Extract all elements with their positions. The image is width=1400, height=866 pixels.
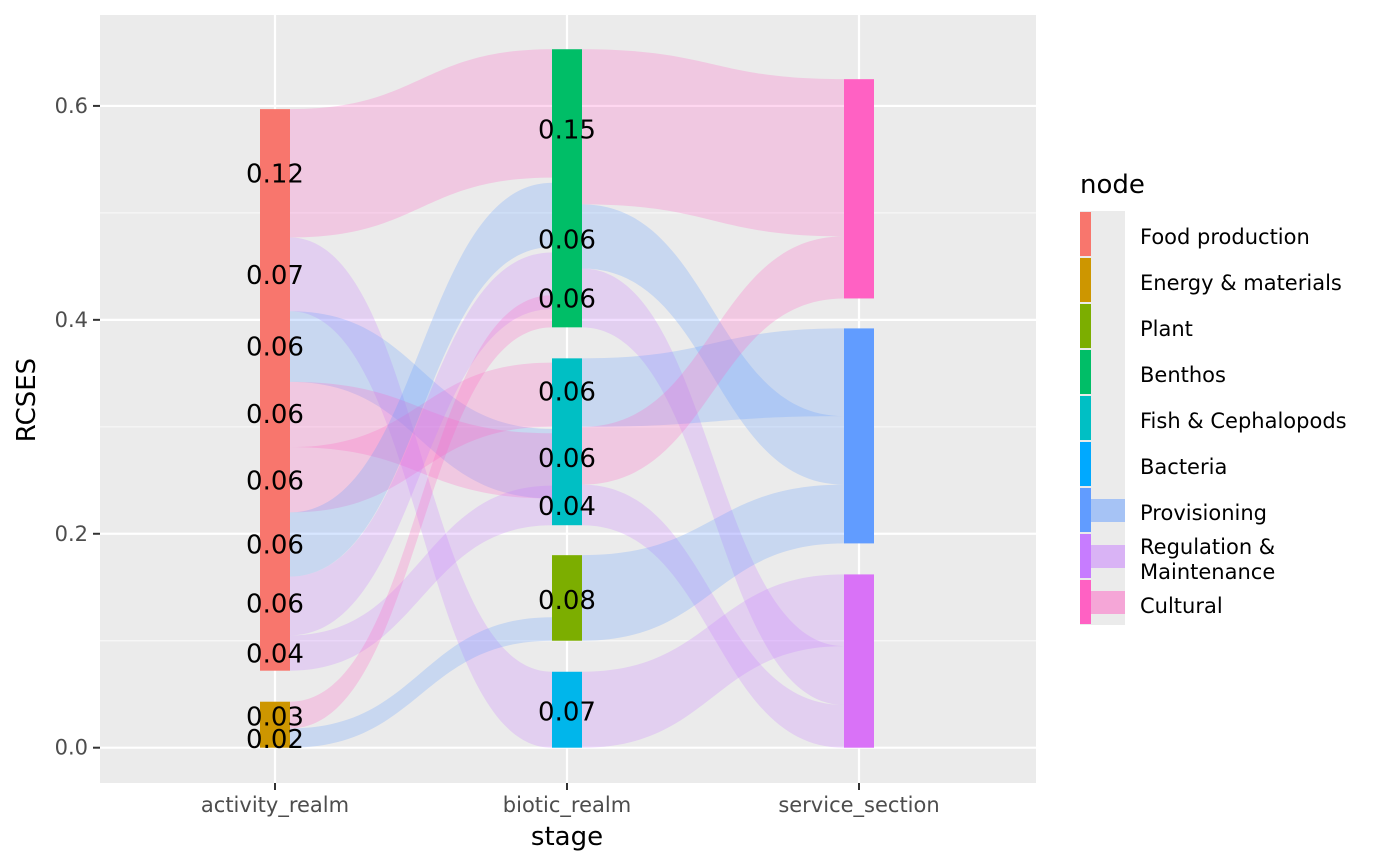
legend-label: Energy & materials — [1140, 271, 1342, 295]
legend-swatch — [1080, 350, 1091, 394]
value-labels: 0.12 0.07 0.06 0.06 0.06 0.06 0.06 0.04 0.030.02… — [246, 115, 596, 755]
legend-item-plant: Plant — [1080, 304, 1193, 348]
flow-provisioning — [582, 204, 844, 485]
legend-item-bacteria: Bacteria — [1080, 442, 1227, 486]
legend-item-energy-materials: Energy & materials — [1080, 258, 1342, 302]
legend: Food production Energy & materials Plant Be… — [1080, 211, 1347, 625]
legend-item-food-production: Food production — [1080, 212, 1310, 256]
legend-label: Cultural — [1140, 594, 1223, 618]
legend-label: Fish & Cephalopods — [1140, 409, 1347, 433]
flow-cultural — [290, 295, 552, 729]
flow-provisioning — [290, 182, 552, 577]
flow-cultural — [290, 362, 552, 513]
legend-swatch — [1080, 488, 1091, 532]
value-label: 0.06 — [246, 466, 304, 496]
legend-item-cultural: Cultural — [1080, 580, 1223, 624]
legend-label: Provisioning — [1140, 501, 1267, 525]
value-label: 0.04 — [538, 492, 596, 522]
legend-title: node — [1080, 170, 1145, 200]
value-label: 0.07 — [538, 697, 596, 727]
node-provisioning — [844, 328, 874, 544]
flow-regulation-maintenance — [582, 484, 844, 748]
node-regulation-maintenance — [844, 574, 874, 748]
flow-provisioning — [582, 328, 844, 427]
node-benthos — [552, 49, 582, 328]
node-energy-materials — [260, 701, 290, 748]
flow-regulation-maintenance — [582, 268, 844, 705]
flow-cultural — [290, 49, 552, 238]
y-tick-label: 0.6 — [55, 94, 88, 118]
legend-swatch — [1080, 396, 1091, 440]
legend-label: Plant — [1140, 317, 1193, 341]
value-label: 0.08 — [538, 586, 596, 616]
flows — [290, 49, 844, 748]
y-tick-label: 0.2 — [55, 522, 88, 546]
value-label: 0.06 — [538, 284, 596, 314]
legend-swatch — [1080, 258, 1091, 302]
legend-label: Benthos — [1140, 363, 1226, 387]
legend-item-fish-cephalopods: Fish & Cephalopods — [1080, 396, 1347, 440]
flow-regulation-maintenance — [290, 252, 552, 636]
axes: 0.0 0.2 0.4 0.6 activity_realm biotic_realm se… — [55, 94, 940, 818]
node-food-production — [260, 109, 290, 671]
y-tick-label: 0.0 — [55, 736, 88, 760]
legend-swatch — [1080, 580, 1091, 624]
flow-regulation-maintenance — [582, 574, 844, 748]
legend-swatch — [1080, 534, 1091, 578]
legend-item-benthos: Benthos — [1080, 350, 1226, 394]
legend-flow-swatch — [1091, 545, 1125, 568]
node-bacteria — [552, 671, 582, 748]
value-label: 0.06 — [246, 400, 304, 430]
value-label: 0.04 — [246, 640, 304, 670]
flow-cultural — [582, 236, 844, 485]
x-tick-label: service_section — [778, 793, 939, 818]
x-tick-label: activity_realm — [201, 793, 349, 818]
legend-swatch — [1080, 304, 1091, 348]
value-label: 0.06 — [246, 530, 304, 560]
legend-swatch — [1080, 212, 1091, 256]
value-label: 0.15 — [538, 115, 596, 145]
x-axis-title: stage — [531, 822, 603, 852]
legend-label: Bacteria — [1140, 455, 1227, 479]
flow-cultural — [290, 381, 552, 499]
value-label: 0.06 — [246, 589, 304, 619]
x-tick-label: biotic_realm — [503, 793, 631, 818]
y-axis-title: RCSES — [12, 358, 42, 442]
legend-item-regulation-maintenance: Regulation & Maintenance — [1080, 534, 1275, 584]
flow-regulation-maintenance — [290, 237, 552, 748]
flow-provisioning — [290, 617, 552, 748]
value-label: 0.06 — [538, 378, 596, 408]
legend-swatch — [1080, 442, 1091, 486]
flow-provisioning — [582, 484, 844, 641]
node-plant — [552, 555, 582, 641]
value-label: 0.06 — [538, 226, 596, 256]
value-label: 0.12 — [246, 159, 304, 189]
legend-flow-swatch — [1091, 591, 1125, 614]
value-label: 0.06 — [246, 333, 304, 363]
value-label: 0.03 — [246, 703, 304, 733]
legend-item-provisioning: Provisioning — [1080, 488, 1267, 532]
legend-flow-swatch — [1091, 499, 1125, 522]
legend-label: Regulation & Maintenance — [1140, 535, 1275, 584]
flow-regulation-maintenance — [290, 485, 552, 671]
stage-nodes — [260, 49, 874, 748]
flow-cultural — [582, 49, 844, 237]
value-label: 0.06 — [538, 444, 596, 474]
legend-label: Food production — [1140, 225, 1310, 249]
y-tick-label: 0.4 — [55, 308, 88, 332]
node-fish-cephalopods — [552, 358, 582, 526]
flow-provisioning — [290, 311, 552, 499]
node-cultural — [844, 79, 874, 299]
value-label: 0.02 — [246, 725, 304, 755]
value-label: 0.07 — [246, 261, 304, 291]
